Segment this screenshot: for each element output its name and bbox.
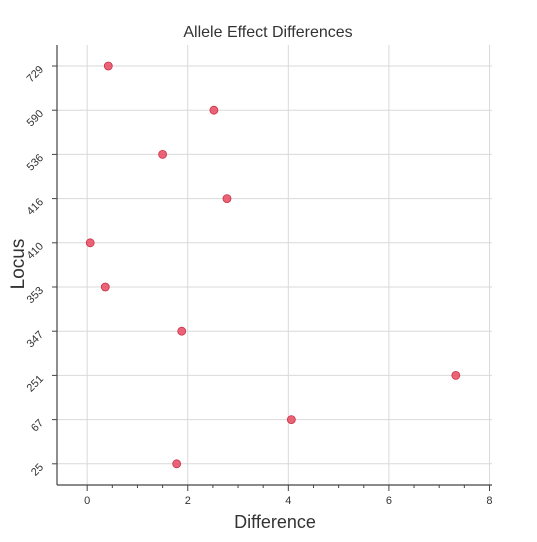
data-point	[101, 283, 109, 291]
y-axis-label: Locus	[8, 239, 29, 290]
x-tick-label: 2	[185, 495, 191, 507]
data-point	[173, 460, 181, 468]
x-tick-label: 0	[84, 495, 90, 507]
data-points	[86, 62, 460, 468]
grid-lines	[57, 45, 492, 485]
x-tick-label: 4	[285, 495, 291, 507]
x-axis-label: Difference	[234, 512, 316, 532]
data-point	[287, 416, 295, 424]
chart-title: Allele Effect Differences	[183, 24, 352, 41]
y-tick-label: 67	[29, 417, 46, 434]
y-tick-label: 729	[25, 64, 46, 85]
x-tick-label: 6	[386, 495, 392, 507]
data-point	[210, 106, 218, 114]
axes	[52, 45, 492, 491]
y-tick-label: 590	[25, 108, 46, 129]
x-tick-label: 8	[486, 495, 492, 507]
y-tick-label: 347	[25, 329, 46, 350]
data-point	[223, 195, 231, 203]
y-tick-label: 251	[25, 373, 46, 394]
data-point	[159, 150, 167, 158]
y-tick-label: 536	[25, 152, 46, 173]
data-point	[86, 239, 94, 247]
data-point	[452, 371, 460, 379]
y-tick-label: 416	[25, 196, 46, 217]
data-point	[104, 62, 112, 70]
y-tick-label: 25	[29, 461, 46, 478]
data-point	[178, 327, 186, 335]
